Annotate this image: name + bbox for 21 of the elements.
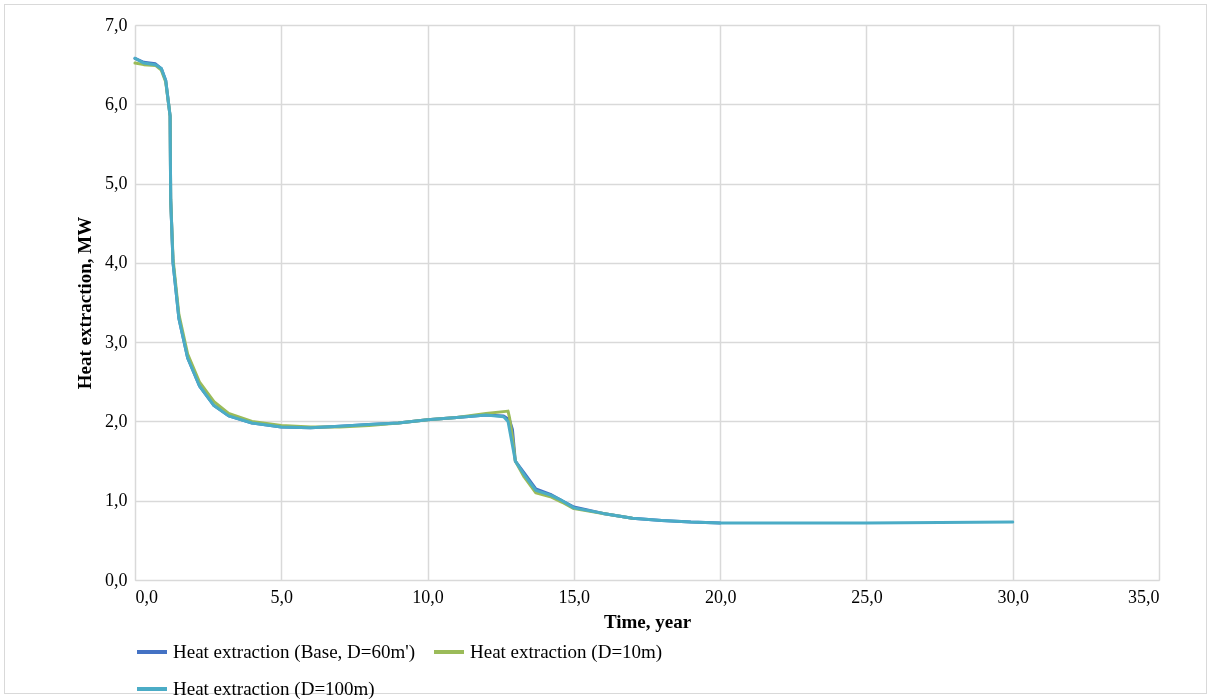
x-axis-title: Time, year: [603, 610, 692, 632]
y-tick-label: 0,0: [105, 569, 128, 590]
y-tick-label: 6,0: [105, 93, 128, 114]
y-tick-label: 7,0: [105, 14, 128, 35]
legend-label: Heat extraction (Base, D=60m'): [173, 641, 416, 663]
x-tick-label: 15,0: [558, 586, 591, 607]
y-tick-label: 5,0: [105, 173, 128, 194]
x-tick-label: 35,0: [1128, 586, 1160, 607]
x-tick-label: 10,0: [412, 586, 444, 607]
x-tick-label: 5,0: [270, 586, 294, 607]
x-tick-label: 25,0: [851, 586, 883, 607]
legend-label: Heat extraction (D=100m): [173, 678, 375, 700]
y-tick-label: 4,0: [105, 252, 128, 273]
y-tick-label: 2,0: [105, 410, 128, 431]
y-tick-label: 1,0: [105, 490, 128, 511]
legend-label: Heat extraction (D=10m): [470, 641, 663, 663]
y-axis-title: Heat extraction, MW: [74, 216, 95, 390]
x-tick-label: 20,0: [704, 586, 737, 607]
x-tick-label: 0,0: [135, 586, 158, 607]
x-tick-label: 30,0: [997, 586, 1029, 607]
y-tick-label: 3,0: [105, 331, 128, 352]
